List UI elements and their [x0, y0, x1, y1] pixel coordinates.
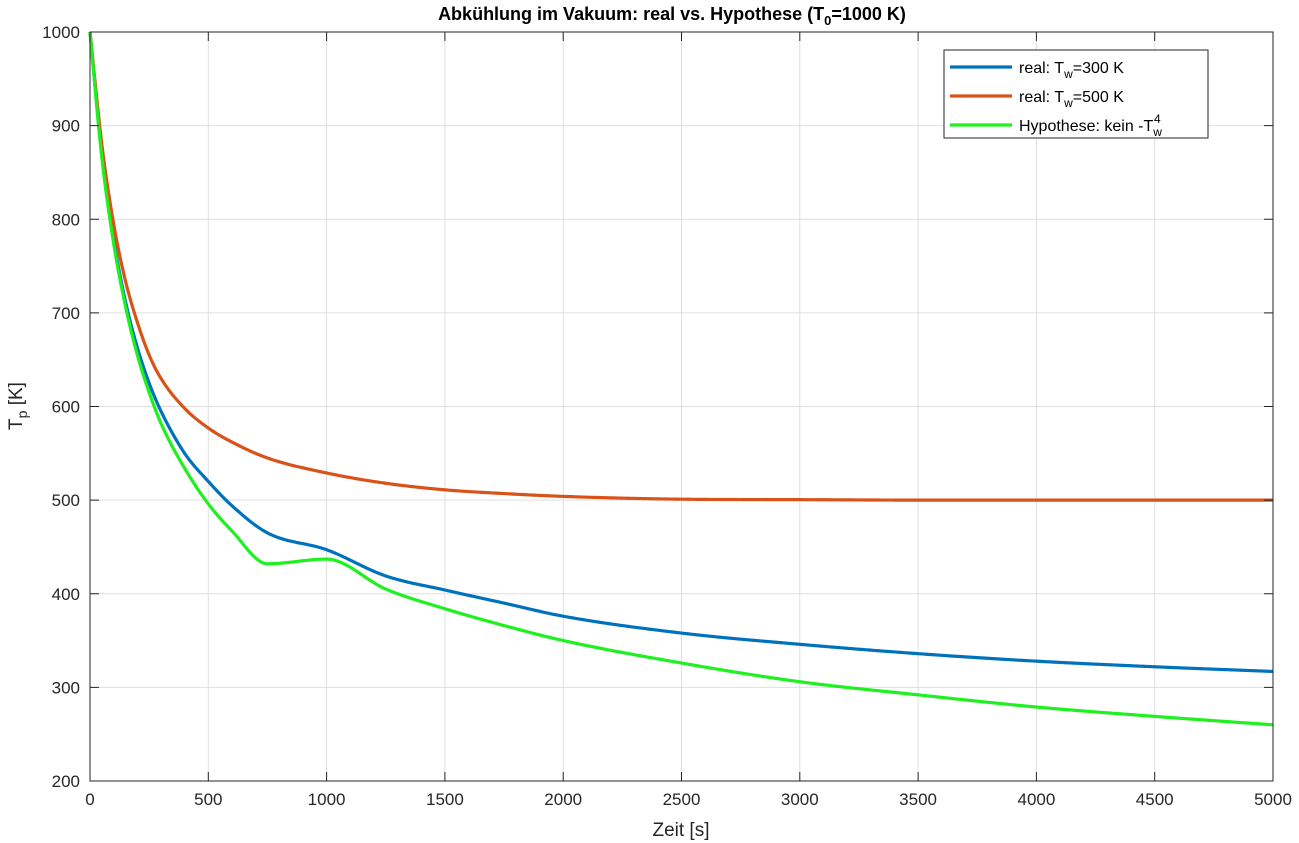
- y-tick-label: 600: [52, 398, 80, 417]
- x-tick-label: 4500: [1136, 790, 1174, 809]
- axis-ticks: 0 500 1000 1500 2000 2500 3000 3500 4000 4500 5000…: [42, 23, 1292, 809]
- x-tick-label: 1500: [426, 790, 464, 809]
- series-line-3: [88, 31, 1274, 727]
- chart-title: Abkühlung im Vakuum: real vs. Hypothese …: [438, 4, 906, 28]
- x-tick-label: 2000: [544, 790, 582, 809]
- x-tick-label: 0: [85, 790, 94, 809]
- x-tick-label: 2500: [663, 790, 701, 809]
- x-tick-label: 3000: [781, 790, 819, 809]
- x-tick-label: 4000: [1017, 790, 1055, 809]
- series-line-1: [88, 31, 1274, 674]
- y-tick-label: 1000: [42, 23, 80, 42]
- y-tick-label: 500: [52, 491, 80, 510]
- legend-label-1: real: Tw=300 K: [1019, 60, 1124, 81]
- x-tick-label: 5000: [1254, 790, 1292, 809]
- y-tick-label: 900: [52, 117, 80, 136]
- y-tick-label: 300: [52, 678, 80, 697]
- y-tick-label: 700: [52, 304, 80, 323]
- grid: [89, 31, 1274, 782]
- y-tick-label: 200: [52, 772, 80, 791]
- legend-label-3: Hypothese: kein -Tw4: [1019, 112, 1162, 139]
- x-axis-label: Zeit [s]: [652, 820, 709, 841]
- x-tick-label: 3500: [899, 790, 937, 809]
- legend-label-2: real: Tw=500 K: [1019, 89, 1124, 110]
- legend-box: [943, 49, 1209, 139]
- y-tick-label: 800: [52, 210, 80, 229]
- series-lines: [88, 31, 1274, 727]
- y-tick-label: 400: [52, 585, 80, 604]
- x-tick-label: 1000: [308, 790, 346, 809]
- y-axis-label: Tp [K]: [6, 382, 30, 430]
- series-line-2: [88, 31, 1273, 502]
- x-tick-label: 500: [194, 790, 222, 809]
